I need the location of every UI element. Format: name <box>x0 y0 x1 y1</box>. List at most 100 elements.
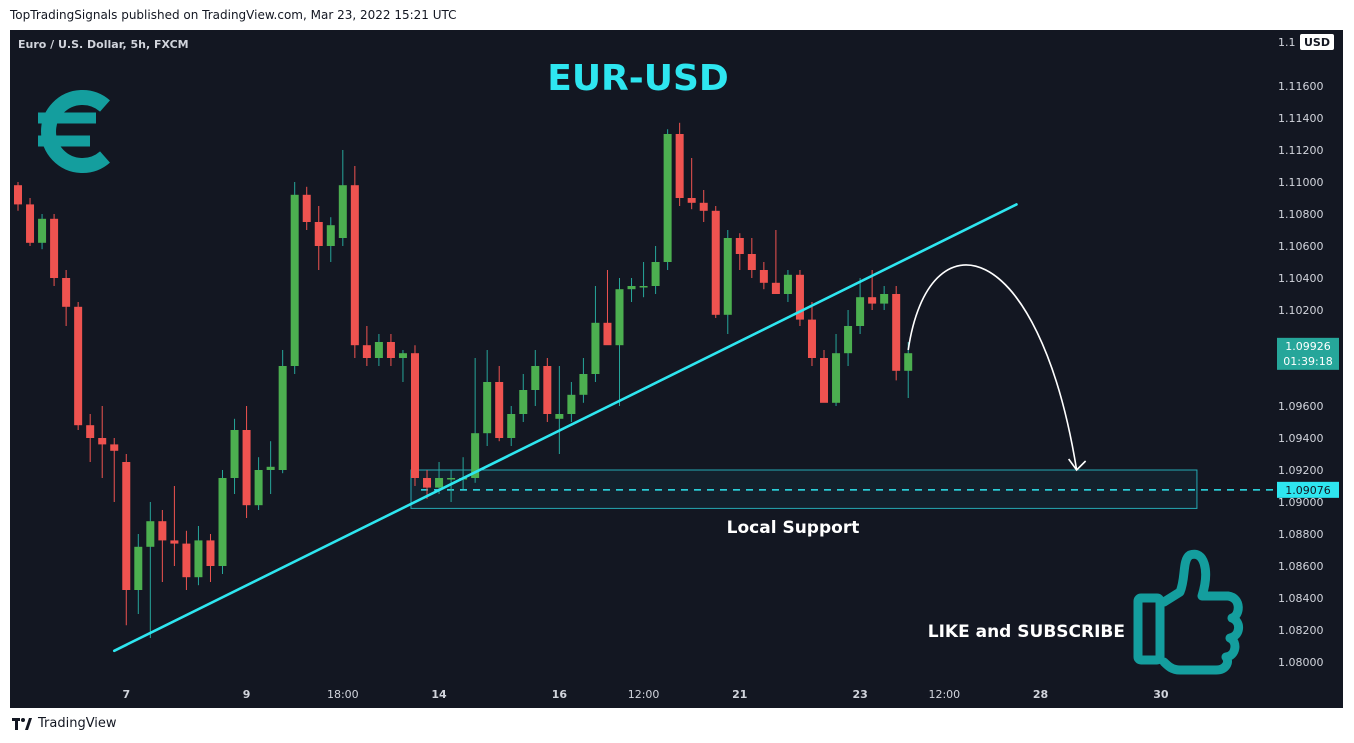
candle[interactable] <box>759 262 768 290</box>
candle[interactable] <box>266 441 275 494</box>
y-tick-label: 1.08000 <box>1278 656 1324 669</box>
candle[interactable] <box>290 182 299 374</box>
price-axis[interactable]: 1.11600 1.11400 1.11200 1.11000 1.10800 1.106… <box>1278 80 1324 669</box>
candle[interactable] <box>771 230 780 294</box>
candle[interactable] <box>386 334 395 366</box>
candle[interactable] <box>302 186 311 230</box>
y-tick-label: 1.10800 <box>1278 208 1324 221</box>
last-price-label[interactable]: 1.09926 01:39:18 <box>1277 337 1339 370</box>
candle[interactable] <box>122 454 131 626</box>
candle[interactable] <box>603 270 612 346</box>
candle[interactable] <box>423 470 432 499</box>
candle[interactable] <box>242 406 251 518</box>
currency-badge-bg[interactable] <box>1300 34 1334 50</box>
tradingview-logo-icon <box>12 717 32 730</box>
candle-body <box>194 540 203 578</box>
candle[interactable] <box>62 270 71 326</box>
candle[interactable] <box>314 206 323 270</box>
candle[interactable] <box>687 158 696 210</box>
candle-body <box>230 430 239 478</box>
candle[interactable] <box>795 270 804 326</box>
footer-brand[interactable]: TradingView <box>12 716 117 731</box>
candle[interactable] <box>110 438 119 502</box>
candle[interactable] <box>38 214 47 250</box>
x-tick-label: 7 <box>122 688 130 701</box>
candle[interactable] <box>374 334 383 366</box>
candle[interactable] <box>483 350 492 446</box>
candle[interactable] <box>50 214 59 286</box>
candle[interactable] <box>278 350 287 474</box>
candle[interactable] <box>856 278 865 334</box>
candle[interactable] <box>495 366 504 442</box>
candle[interactable] <box>254 457 263 510</box>
candle[interactable] <box>326 217 335 262</box>
candle[interactable] <box>362 326 371 366</box>
candle[interactable] <box>447 470 456 502</box>
candle[interactable] <box>880 286 889 310</box>
candle[interactable] <box>14 182 22 211</box>
time-axis[interactable]: 7 9 18:00 14 16 12:00 21 23 12:00 28 30 <box>122 688 1168 701</box>
candle[interactable] <box>735 233 744 270</box>
candle[interactable] <box>218 470 227 574</box>
candle[interactable] <box>555 366 564 454</box>
candle-body <box>483 382 492 434</box>
candle[interactable] <box>194 526 203 586</box>
candle[interactable] <box>675 122 684 206</box>
candle[interactable] <box>615 278 624 406</box>
candle[interactable] <box>170 486 179 566</box>
candle[interactable] <box>158 510 167 582</box>
candle[interactable] <box>74 302 83 430</box>
candle[interactable] <box>711 206 720 318</box>
currency-badge[interactable]: USD <box>1304 36 1330 49</box>
candle[interactable] <box>519 374 528 422</box>
candle[interactable] <box>567 382 576 422</box>
candle-body <box>904 353 913 371</box>
y-tick-label: 1.11200 <box>1278 144 1324 157</box>
candle[interactable] <box>663 129 672 270</box>
candle[interactable] <box>98 406 107 478</box>
candle[interactable] <box>699 190 708 222</box>
candle[interactable] <box>844 310 853 366</box>
chart-frame[interactable]: Euro / U.S. Dollar, 5h, FXCM EUR-USD Loc… <box>10 30 1343 708</box>
candle[interactable] <box>230 418 239 494</box>
candle[interactable] <box>531 350 540 406</box>
projection-arrow[interactable] <box>907 264 1078 471</box>
candle[interactable] <box>820 350 829 403</box>
candle[interactable] <box>146 502 155 638</box>
trendline[interactable] <box>112 203 1018 653</box>
candle[interactable] <box>591 286 600 382</box>
candle-body <box>807 319 816 358</box>
candle[interactable] <box>410 345 419 486</box>
candle[interactable] <box>182 530 191 590</box>
candle-body <box>423 478 432 488</box>
candle[interactable] <box>86 414 95 462</box>
candle-body <box>735 238 744 254</box>
candle[interactable] <box>832 334 841 406</box>
candle-body <box>856 297 865 326</box>
candle[interactable] <box>579 358 588 403</box>
candle[interactable] <box>206 534 215 582</box>
candle[interactable] <box>639 262 648 298</box>
candle[interactable] <box>651 246 660 294</box>
candle[interactable] <box>398 350 407 382</box>
candle[interactable] <box>338 150 347 246</box>
candle[interactable] <box>892 286 901 381</box>
candle[interactable] <box>134 534 143 614</box>
candle[interactable] <box>471 358 480 483</box>
candle[interactable] <box>627 278 636 302</box>
candle[interactable] <box>807 302 816 366</box>
candle[interactable] <box>26 198 35 246</box>
candle[interactable] <box>543 358 552 422</box>
y-tick-label: 1.08400 <box>1278 592 1324 605</box>
level-price-label[interactable]: 1.09076 <box>1277 481 1339 498</box>
candle[interactable] <box>723 230 732 334</box>
candle[interactable] <box>783 270 792 302</box>
candle-body <box>350 185 359 346</box>
candle-body <box>759 270 768 283</box>
candle[interactable] <box>904 342 913 398</box>
candle-body <box>651 262 660 286</box>
candle[interactable] <box>350 166 359 358</box>
candle[interactable] <box>747 238 756 278</box>
candle[interactable] <box>507 406 516 446</box>
chart-svg[interactable]: Euro / U.S. Dollar, 5h, FXCM EUR-USD Loc… <box>10 30 1343 708</box>
